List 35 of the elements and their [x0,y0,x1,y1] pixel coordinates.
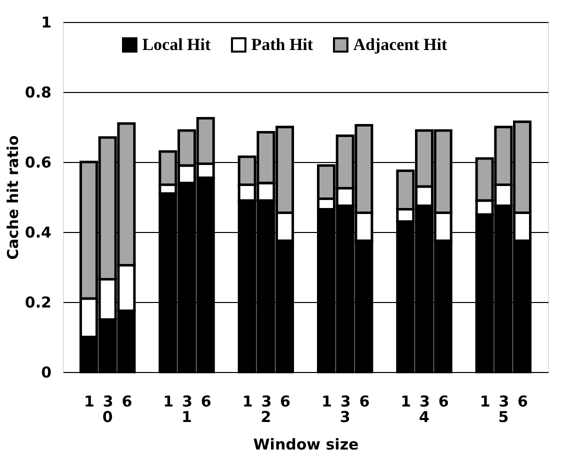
x-tick-label: 1 [322,392,332,410]
x-tick-label: 6 [122,392,132,410]
x-tick-label: 3 [182,392,192,410]
x-tick-label: 3 [498,392,510,410]
x-tick-label: 6 [280,392,290,410]
x-tick-label: 3 [340,392,351,410]
y-tick-label: 1 [41,14,52,32]
y-tick-label: 0.6 [24,154,52,172]
x-tick-label: 3 [261,392,272,410]
text: 1 [182,408,192,426]
legend-label: Path Hit [251,34,314,54]
x-tick-label: 1 [163,392,174,410]
text: 4 [419,408,430,426]
legend-label: Local Hit [142,34,212,54]
x-tick-label: 1 [84,392,94,410]
y-tick-label: 0 [41,364,52,382]
x-tick-label: 6 [518,392,528,410]
x-tick-label: 1 [400,392,412,410]
y-tick-label: 0.4 [24,224,52,242]
x-tick-label: 1 [480,392,490,410]
y-tick-label: 0.8 [24,84,52,102]
x-tick-label: 6 [359,392,370,410]
x-tick-label: 6 [438,392,449,410]
x-axis-title: Window size [253,436,359,454]
y-tick-label: 0.2 [24,294,52,312]
text: 2 [260,408,272,426]
x-tick-label: 1 [242,392,253,410]
y-axis-title: Cache hit ratio [4,135,22,260]
text: 5 [498,408,509,426]
legend-label: Adjacent Hit [353,34,448,54]
x-tick-label: 3 [420,392,430,410]
text: 3 [340,408,350,426]
text: 0 [102,408,113,426]
x-tick-label: 3 [102,392,114,410]
x-tick-label: 6 [200,392,212,410]
